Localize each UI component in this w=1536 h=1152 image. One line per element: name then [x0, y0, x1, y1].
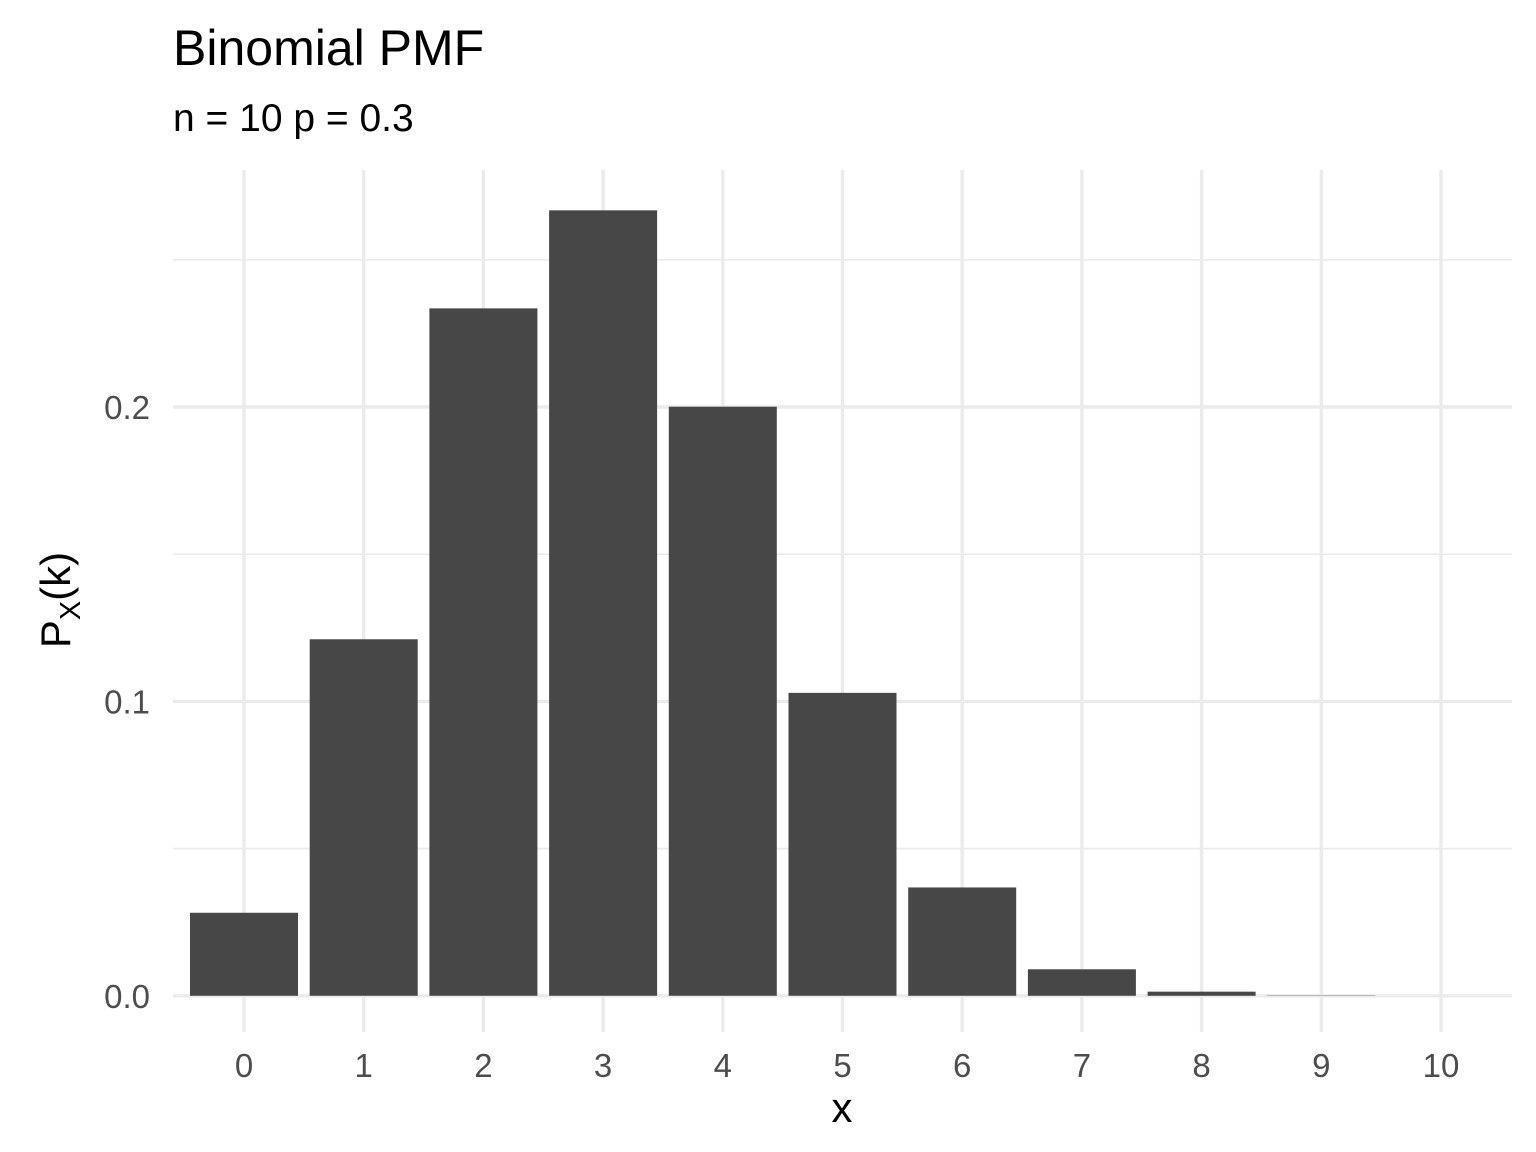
x-tick-label: 5 — [833, 1047, 851, 1084]
x-axis-ticks: 0 1 2 3 4 5 6 7 8 9 10 — [235, 1047, 1460, 1084]
x-tick-label: 10 — [1423, 1047, 1460, 1084]
x-tick-label: 3 — [594, 1047, 612, 1084]
chart-subtitle: n = 10 p = 0.3 — [173, 97, 414, 140]
x-tick-label: 8 — [1192, 1047, 1210, 1084]
y-axis-title-main: P — [32, 620, 79, 648]
bar-7 — [1027, 969, 1136, 996]
bar-8 — [1147, 991, 1256, 996]
bars — [190, 210, 1376, 996]
x-axis-title: x — [832, 1084, 853, 1131]
x-tick-label: 1 — [355, 1047, 373, 1084]
bar-3 — [549, 210, 658, 996]
bar-2 — [429, 308, 538, 996]
svg-text:PX(k): PX(k) — [32, 552, 87, 648]
bar-0 — [190, 912, 298, 996]
y-tick-label: 0.2 — [104, 389, 150, 426]
x-tick-label: 9 — [1312, 1047, 1330, 1084]
bar-6 — [908, 887, 1017, 996]
y-axis-title-subscript: X — [55, 601, 87, 620]
y-axis-title-suffix: (k) — [32, 552, 79, 601]
x-tick-label: 0 — [235, 1047, 253, 1084]
y-tick-label: 0.0 — [104, 978, 150, 1015]
x-tick-label: 7 — [1073, 1047, 1091, 1084]
x-tick-label: 2 — [474, 1047, 492, 1084]
chart-title: Binomial PMF — [173, 20, 484, 76]
x-tick-label: 6 — [953, 1047, 971, 1084]
bar-4 — [668, 406, 777, 996]
bar-5 — [788, 692, 897, 996]
bar-1 — [309, 639, 418, 996]
y-axis-ticks: 0.0 0.1 0.2 — [104, 389, 150, 1015]
x-tick-label: 4 — [714, 1047, 732, 1084]
y-axis-title: PX(k) — [32, 552, 87, 648]
y-tick-label: 0.1 — [104, 683, 150, 720]
